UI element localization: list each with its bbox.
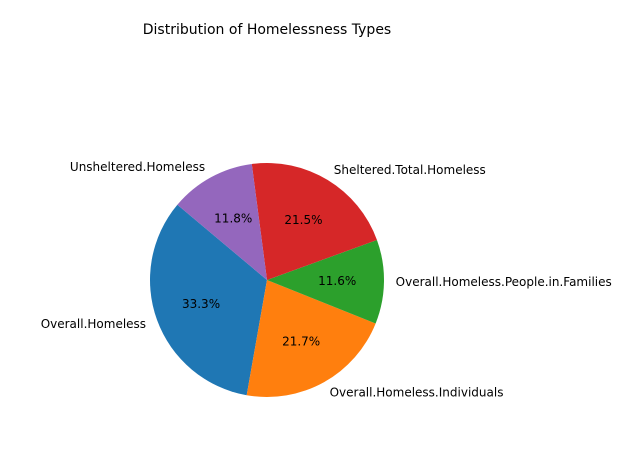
chart-title: Distribution of Homelessness Types [143,22,391,38]
pct-label-overall-homeless: 33.3% [182,297,220,311]
pie-slices [150,163,385,397]
pct-label-overall-homeless-individuals: 21.7% [282,334,320,348]
pie-slice-unsheltered-homeless [177,163,267,280]
slice-label-overall-homeless-people-in-families: Overall.Homeless.People.in.Families [396,275,612,289]
pie-labels: 33.3% Overall.Homeless 21.7% Overall.Homele… [41,160,612,399]
pie-slice-overall-homeless-people-in-families [267,239,385,324]
pie-slice-sheltered-total-homeless [251,163,377,280]
slice-label-overall-homeless-individuals: Overall.Homeless.Individuals [330,385,504,399]
pie-slice-overall-homeless-individuals [246,280,376,397]
pct-label-unsheltered-homeless: 11.8% [214,211,252,225]
pct-label-sheltered-total-homeless: 21.5% [284,213,322,227]
slice-label-sheltered-total-homeless: Sheltered.Total.Homeless [334,163,486,177]
slice-label-overall-homeless: Overall.Homeless [41,317,146,331]
slice-label-unsheltered-homeless: Unsheltered.Homeless [70,160,205,174]
pie-slice-overall-homeless [150,204,267,396]
pct-label-overall-homeless-people-in-families: 11.6% [318,274,356,288]
